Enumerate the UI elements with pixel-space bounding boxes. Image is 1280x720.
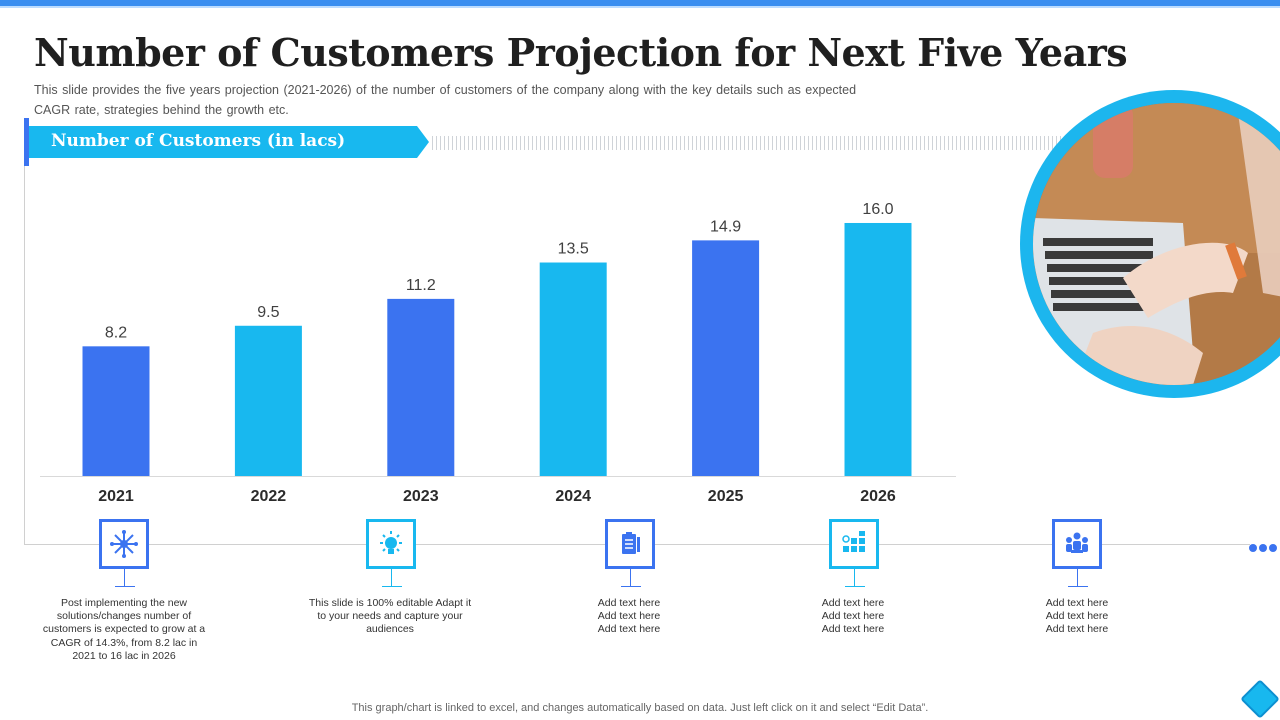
note-2-icon-box [366, 519, 416, 569]
x-tick-label-2026: 2026 [860, 488, 896, 505]
x-tick-label-2022: 2022 [251, 488, 287, 505]
top-accent-line [0, 6, 1280, 8]
x-tick-label-2023: 2023 [403, 488, 439, 505]
note-4-foot [845, 586, 865, 587]
page-title: Number of Customers Projection for Next … [34, 30, 1128, 75]
note-5-icon-box [1052, 519, 1102, 569]
value-label-2021: 8.2 [105, 324, 127, 341]
bar-chart[interactable]: 8.2 2021 9.5 2022 11.2 2023 13.5 2024 14.9 2025 16… [30, 180, 960, 515]
x-tick-label-2021: 2021 [98, 488, 134, 505]
note-1-caption: Post implementing the new solutions/chan… [42, 597, 206, 662]
chart-banner: Number of Customers (in lacs) [29, 126, 429, 158]
laptop-photo-illustration [1033, 103, 1280, 385]
note-1-stem [124, 569, 125, 586]
note-4-caption: Add text here Add text here Add text her… [821, 597, 885, 636]
frame-left-line [24, 118, 25, 544]
bar-2025[interactable] [692, 240, 760, 476]
snowflake-network-icon [110, 530, 138, 558]
lightbulb-idea-icon [380, 531, 402, 554]
note-3-stem [630, 569, 631, 586]
edit-data-footnote: This graph/chart is linked to excel, and… [351, 702, 929, 714]
banner-accent [24, 118, 29, 166]
value-label-2022: 9.5 [257, 304, 279, 321]
page-subtitle: This slide provides the five years proje… [34, 83, 857, 117]
x-tick-label-2024: 2024 [555, 488, 591, 505]
value-label-2026: 16.0 [862, 201, 893, 218]
note-2-foot [382, 586, 402, 587]
note-4-icon-box [829, 519, 879, 569]
bar-2026[interactable] [844, 222, 912, 476]
note-4-stem [854, 569, 855, 586]
banner-label: Number of Customers (in lacs) [51, 131, 346, 151]
note-2-stem [391, 569, 392, 586]
team-meeting-icon [1066, 532, 1088, 553]
top-accent-bar [0, 0, 1280, 6]
note-5-caption: Add text here Add text here Add text her… [1045, 597, 1109, 636]
note-3-foot [621, 586, 641, 587]
bar-2021[interactable] [82, 346, 150, 476]
bar-2024[interactable] [539, 262, 607, 476]
note-5-stem [1077, 569, 1078, 586]
value-label-2024: 13.5 [558, 241, 589, 258]
laptop-photo [1033, 103, 1280, 385]
x-tick-label-2025: 2025 [708, 488, 744, 505]
note-5-foot [1068, 586, 1088, 587]
note-1-icon-box [99, 519, 149, 569]
note-1-foot [115, 586, 135, 587]
calculator-grid-icon [842, 531, 865, 552]
bar-2023[interactable] [387, 298, 455, 476]
clipboard-document-icon [622, 532, 640, 554]
bar-2022[interactable] [234, 325, 302, 476]
pagination-dots [1249, 539, 1279, 557]
value-label-2025: 14.9 [710, 218, 741, 235]
note-3-caption: Add text here Add text here Add text her… [597, 597, 661, 636]
note-2-caption: This slide is 100% editable Adapt it to … [308, 597, 472, 636]
note-3-icon-box [605, 519, 655, 569]
value-label-2023: 11.2 [406, 277, 436, 294]
hatch-decoration [432, 136, 1072, 150]
